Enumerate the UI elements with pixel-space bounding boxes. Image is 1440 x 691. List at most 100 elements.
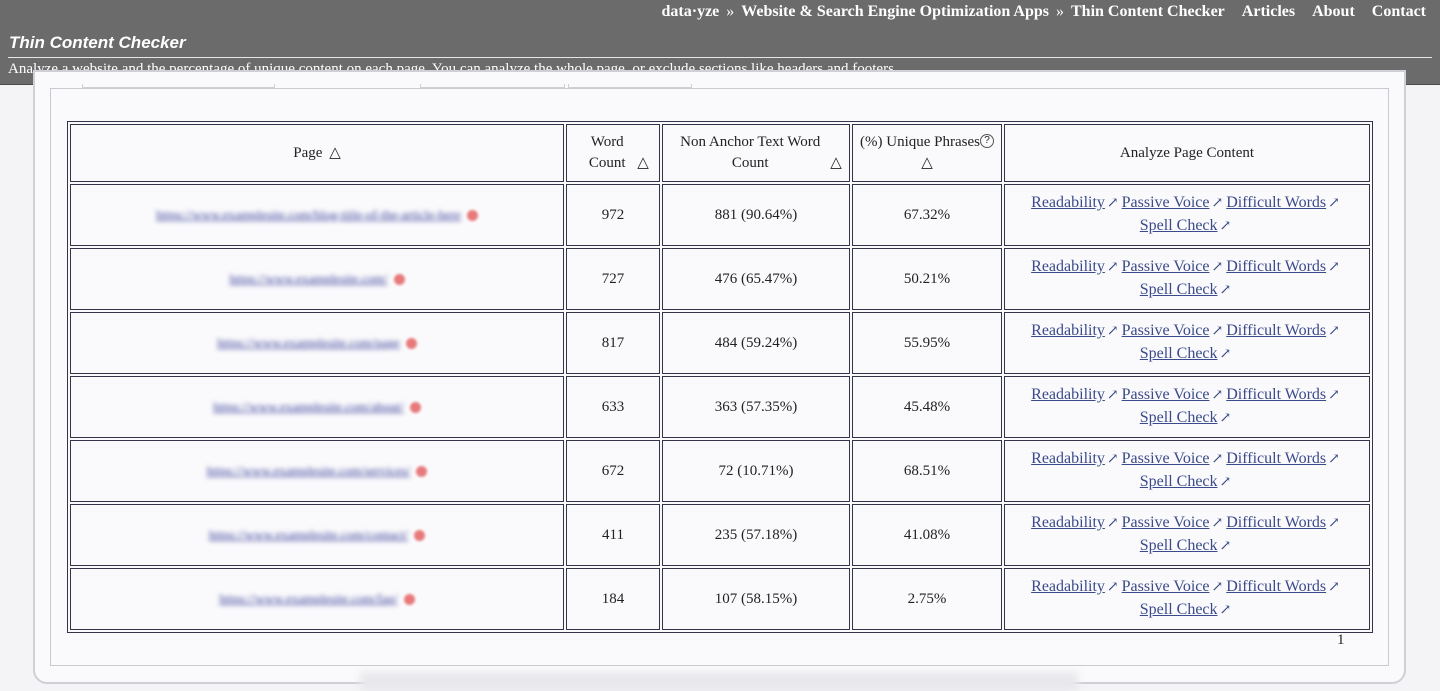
analyze-cell: Readability ↗ Passive Voice ↗ Difficult Word… [1004, 376, 1370, 438]
breadcrumb-separator: » [1056, 3, 1064, 20]
spell-check-link[interactable]: Spell Check [1139, 537, 1218, 554]
unique-phrases-cell: 67.32% [852, 184, 1002, 246]
readability-link[interactable]: Readability [1031, 450, 1105, 467]
remove-icon[interactable] [403, 593, 415, 605]
page-cell: https://www.examplesite.com/services/ [70, 440, 564, 502]
unique-phrases-cell: 50.21% [852, 248, 1002, 310]
spell-check-link[interactable]: Spell Check [1139, 345, 1218, 362]
analyze-cell: Readability ↗ Passive Voice ↗ Difficult Word… [1004, 184, 1370, 246]
external-link-icon: ↗ [1219, 539, 1232, 554]
sort-icon[interactable]: △ [329, 144, 341, 161]
page-url-link[interactable]: https://www.examplesite.com/about/ [213, 398, 404, 414]
header-word-count[interactable]: Word Count △ [566, 124, 660, 182]
page-title: Thin Content Checker [9, 33, 186, 52]
breadcrumb-seo-apps-link[interactable]: Website & Search Engine Optimization App… [741, 3, 1049, 20]
word-count-cell: 817 [566, 312, 660, 374]
external-link-icon: ↗ [1219, 347, 1232, 362]
analyze-cell: Readability ↗ Passive Voice ↗ Difficult Word… [1004, 504, 1370, 566]
passive-voice-link[interactable]: Passive Voice [1121, 386, 1210, 403]
readability-link[interactable]: Readability [1031, 258, 1105, 275]
nav-about-link[interactable]: About [1312, 3, 1355, 20]
tab-stub[interactable] [420, 84, 565, 88]
external-link-icon: ↗ [1211, 260, 1224, 275]
remove-icon[interactable] [414, 529, 426, 541]
page-url-link[interactable]: https://www.examplesite.com/contact/ [208, 526, 409, 542]
remove-icon[interactable] [416, 465, 428, 477]
page-url-link[interactable]: https://www.examplesite.com/blog-title-o… [156, 206, 461, 222]
difficult-words-link[interactable]: Difficult Words [1226, 578, 1327, 595]
header-non-anchor[interactable]: Non Anchor Text Word Count △ [662, 124, 850, 182]
difficult-words-link[interactable]: Difficult Words [1226, 514, 1327, 531]
page-cell: https://www.examplesite.com/faq/ [70, 568, 564, 630]
external-link-icon: ↗ [1219, 411, 1232, 426]
breadcrumb-home-link[interactable]: data·yze [661, 3, 720, 20]
passive-voice-link[interactable]: Passive Voice [1121, 194, 1210, 211]
external-link-icon: ↗ [1106, 324, 1119, 339]
page-url-link[interactable]: https://www.examplesite.com/services/ [206, 462, 411, 478]
nav-articles-link[interactable]: Articles [1241, 3, 1296, 20]
remove-icon[interactable] [409, 401, 421, 413]
difficult-words-link[interactable]: Difficult Words [1226, 450, 1327, 467]
table-row: https://www.examplesite.com/contact/ 411… [70, 504, 1370, 566]
non-anchor-cell: 363 (57.35%) [662, 376, 850, 438]
spell-check-link[interactable]: Spell Check [1139, 601, 1218, 618]
table-row: https://www.examplesite.com/blog-title-o… [70, 184, 1370, 246]
external-link-icon: ↗ [1328, 196, 1340, 211]
external-link-icon: ↗ [1106, 196, 1119, 211]
sort-icon[interactable]: △ [830, 155, 842, 171]
external-link-icon: ↗ [1328, 516, 1340, 531]
spell-check-link[interactable]: Spell Check [1139, 217, 1218, 234]
readability-link[interactable]: Readability [1031, 322, 1105, 339]
page-cell: https://www.examplesite.com/page [70, 312, 564, 374]
difficult-words-link[interactable]: Difficult Words [1226, 322, 1327, 339]
passive-voice-link[interactable]: Passive Voice [1121, 258, 1210, 275]
word-count-cell: 411 [566, 504, 660, 566]
difficult-words-link[interactable]: Difficult Words [1226, 386, 1327, 403]
page-url-link[interactable]: https://www.examplesite.com/faq/ [219, 590, 398, 606]
unique-phrases-cell: 55.95% [852, 312, 1002, 374]
analyze-cell: Readability ↗ Passive Voice ↗ Difficult Word… [1004, 440, 1370, 502]
remove-icon[interactable] [405, 337, 417, 349]
passive-voice-link[interactable]: Passive Voice [1121, 322, 1210, 339]
breadcrumb-current-link[interactable]: Thin Content Checker [1071, 3, 1225, 20]
page-url-link[interactable]: https://www.examplesite.com/page [217, 334, 400, 350]
external-link-icon: ↗ [1219, 475, 1232, 490]
nav-contact-link[interactable]: Contact [1371, 3, 1426, 20]
spell-check-link[interactable]: Spell Check [1139, 281, 1218, 298]
table-row: https://www.examplesite.com/ 727 476 (65… [70, 248, 1370, 310]
readability-link[interactable]: Readability [1031, 514, 1105, 531]
difficult-words-link[interactable]: Difficult Words [1226, 194, 1327, 211]
passive-voice-link[interactable]: Passive Voice [1121, 514, 1210, 531]
external-link-icon: ↗ [1106, 516, 1119, 531]
passive-voice-link[interactable]: Passive Voice [1121, 450, 1210, 467]
passive-voice-link[interactable]: Passive Voice [1121, 578, 1210, 595]
readability-link[interactable]: Readability [1031, 578, 1105, 595]
difficult-words-link[interactable]: Difficult Words [1226, 258, 1327, 275]
external-link-icon: ↗ [1219, 283, 1232, 298]
external-link-icon: ↗ [1328, 260, 1340, 275]
external-link-icon: ↗ [1211, 196, 1224, 211]
table-row: https://www.examplesite.com/services/ 67… [70, 440, 1370, 502]
page-url-link[interactable]: https://www.examplesite.com/ [229, 270, 388, 286]
readability-link[interactable]: Readability [1031, 194, 1105, 211]
sort-icon[interactable]: △ [921, 155, 933, 171]
pagination-page[interactable]: 1 [1337, 632, 1345, 648]
remove-icon[interactable] [466, 209, 478, 221]
sort-icon[interactable]: △ [637, 155, 649, 171]
help-icon[interactable]: ? [979, 134, 994, 148]
remove-icon[interactable] [393, 273, 405, 285]
tab-stub[interactable] [82, 84, 275, 88]
analyze-cell: Readability ↗ Passive Voice ↗ Difficult Word… [1004, 248, 1370, 310]
spell-check-link[interactable]: Spell Check [1139, 409, 1218, 426]
readability-link[interactable]: Readability [1031, 386, 1105, 403]
external-link-icon: ↗ [1328, 452, 1340, 467]
page-cell: https://www.examplesite.com/about/ [70, 376, 564, 438]
non-anchor-cell: 476 (65.47%) [662, 248, 850, 310]
header-unique-phrases[interactable]: (%) Unique Phrases? △ [852, 124, 1002, 182]
tab-stub[interactable] [568, 84, 692, 88]
word-count-cell: 672 [566, 440, 660, 502]
spell-check-link[interactable]: Spell Check [1139, 473, 1218, 490]
header-page[interactable]: Page △ [70, 124, 564, 182]
external-link-icon: ↗ [1219, 603, 1232, 618]
word-count-cell: 972 [566, 184, 660, 246]
